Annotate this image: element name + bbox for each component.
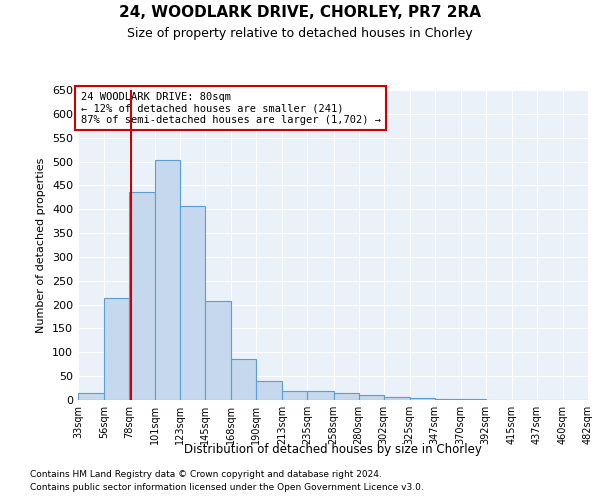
Bar — [129, 192, 155, 400]
Text: Distribution of detached houses by size in Chorley: Distribution of detached houses by size … — [184, 442, 482, 456]
Bar — [588, 398, 600, 400]
Y-axis label: Number of detached properties: Number of detached properties — [37, 158, 46, 332]
Bar — [434, 398, 461, 400]
Bar — [283, 392, 307, 400]
Bar — [104, 298, 129, 400]
Bar — [180, 206, 205, 400]
Bar — [256, 381, 283, 400]
Text: 24, WOODLARK DRIVE, CHORLEY, PR7 2RA: 24, WOODLARK DRIVE, CHORLEY, PR7 2RA — [119, 5, 481, 20]
Text: Contains HM Land Registry data © Crown copyright and database right 2024.: Contains HM Land Registry data © Crown c… — [30, 470, 382, 479]
Bar — [334, 393, 359, 400]
Bar — [307, 392, 334, 400]
Bar — [155, 160, 180, 400]
Bar — [232, 360, 256, 400]
Bar — [461, 399, 486, 400]
Bar — [383, 396, 410, 400]
Text: Size of property relative to detached houses in Chorley: Size of property relative to detached ho… — [127, 28, 473, 40]
Bar — [205, 302, 232, 400]
Bar — [359, 395, 383, 400]
Bar — [78, 393, 104, 400]
Text: 24 WOODLARK DRIVE: 80sqm
← 12% of detached houses are smaller (241)
87% of semi-: 24 WOODLARK DRIVE: 80sqm ← 12% of detach… — [80, 92, 380, 124]
Text: Contains public sector information licensed under the Open Government Licence v3: Contains public sector information licen… — [30, 482, 424, 492]
Bar — [410, 398, 434, 400]
